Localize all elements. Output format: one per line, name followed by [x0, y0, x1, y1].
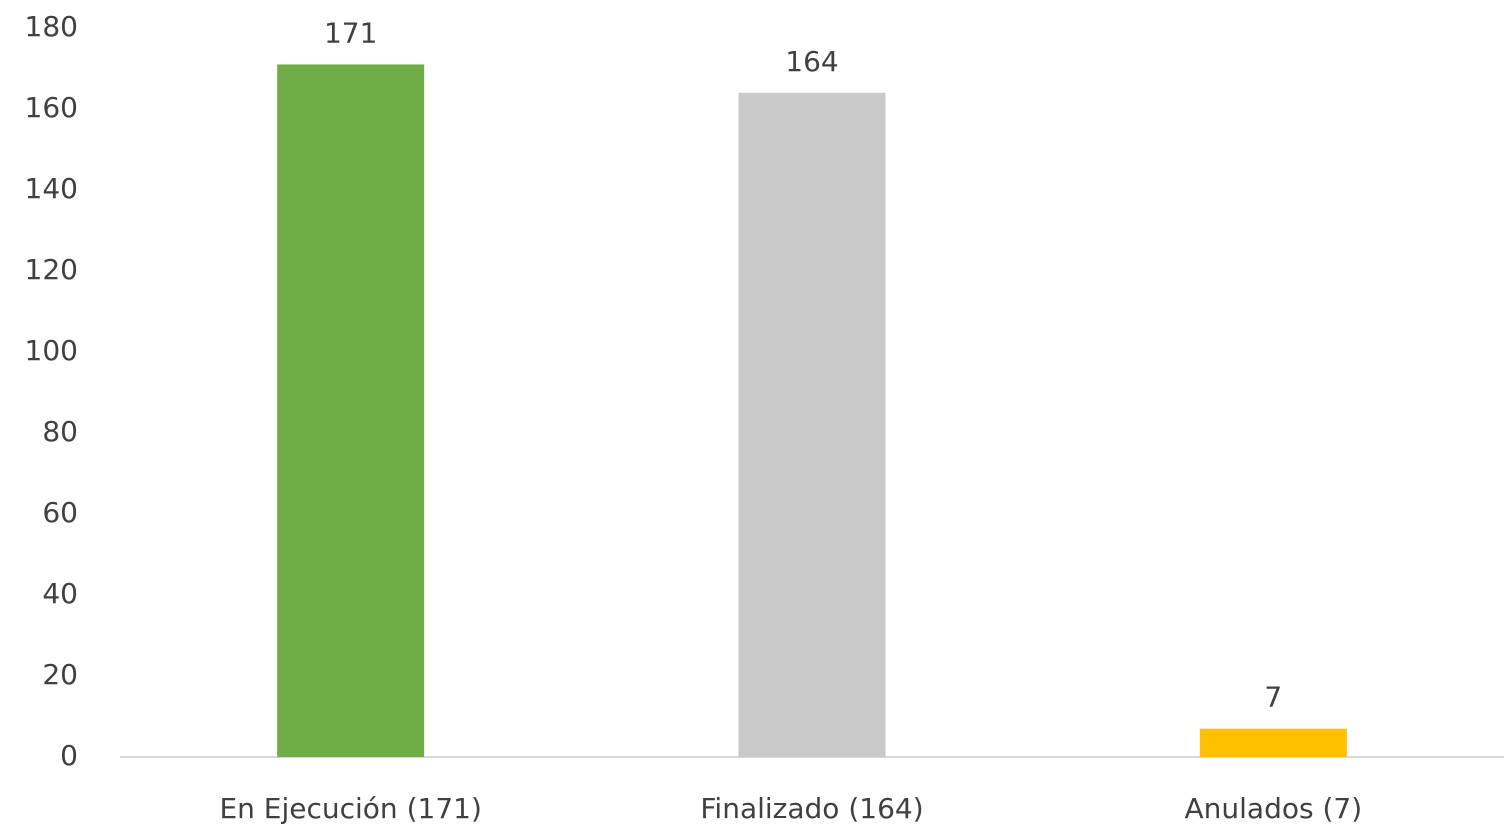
- bar: [277, 64, 425, 757]
- x-tick-label: Finalizado (164): [700, 792, 923, 825]
- y-tick-label: 60: [42, 496, 78, 529]
- data-label: 171: [324, 16, 377, 49]
- y-tick-label: 100: [25, 334, 78, 367]
- y-tick-label: 0: [60, 739, 78, 772]
- y-tick-label: 80: [42, 415, 78, 448]
- x-tick-label: En Ejecución (171): [219, 792, 481, 825]
- data-label: 7: [1264, 681, 1282, 714]
- data-label: 164: [785, 45, 838, 78]
- y-tick-label: 40: [42, 577, 78, 610]
- bar: [738, 92, 886, 758]
- y-tick-label: 140: [25, 172, 78, 205]
- y-tick-label: 160: [25, 91, 78, 124]
- y-tick-label: 120: [25, 253, 78, 286]
- bar: [1199, 728, 1347, 757]
- y-tick-label: 20: [42, 658, 78, 691]
- y-tick-label: 180: [25, 10, 78, 43]
- x-tick-label: Anulados (7): [1185, 792, 1363, 825]
